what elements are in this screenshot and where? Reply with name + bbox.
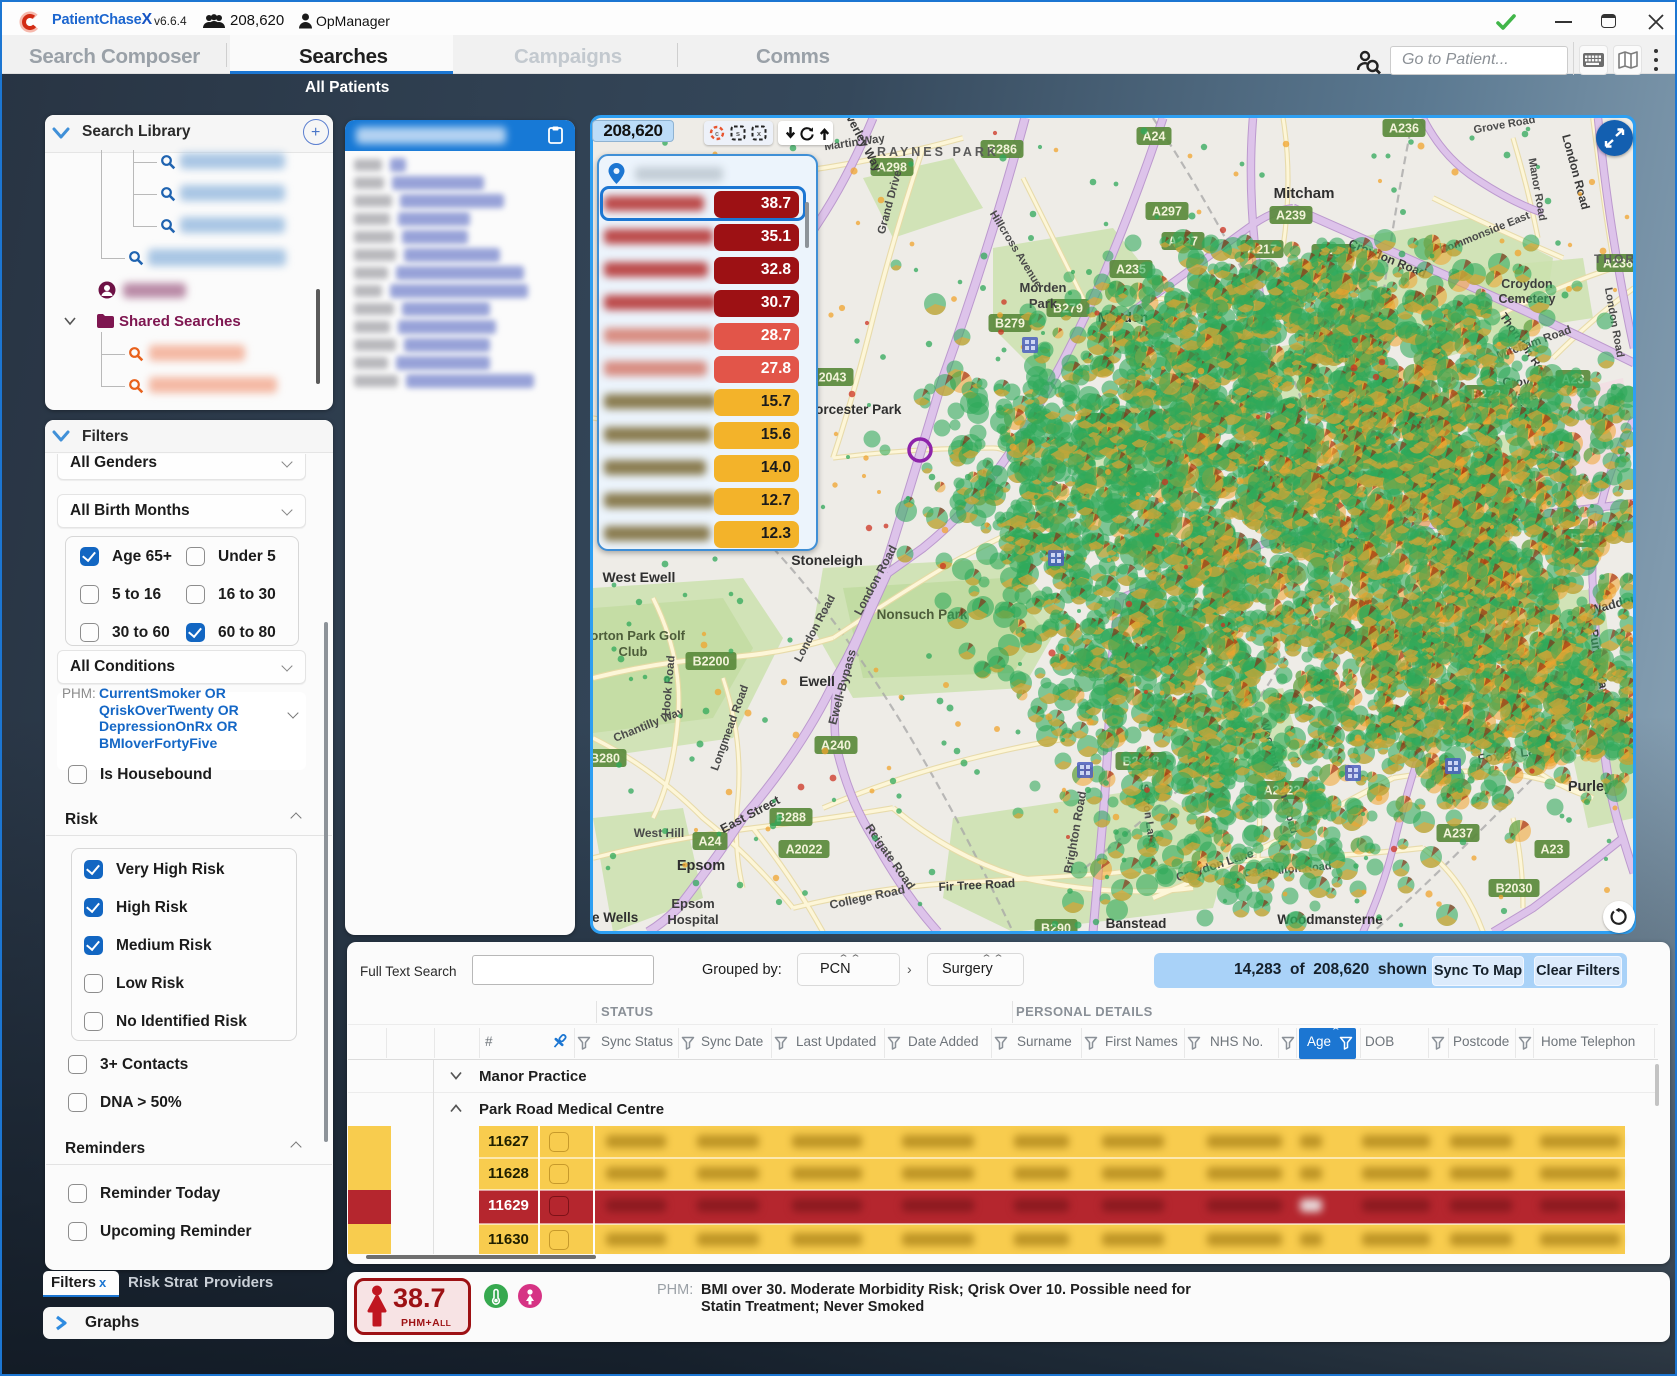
svg-text:West Hill: West Hill bbox=[634, 826, 684, 840]
svg-text:A237: A237 bbox=[1443, 827, 1473, 841]
svg-text:Reigate Road: Reigate Road bbox=[863, 821, 918, 892]
svg-text:Horton Park Golf: Horton Park Golf bbox=[593, 628, 686, 643]
svg-text:A239: A239 bbox=[1276, 209, 1306, 223]
svg-text:THORNT: THORNT bbox=[1594, 252, 1633, 266]
svg-text:x: x bbox=[757, 129, 762, 138]
svg-text:c: c bbox=[715, 131, 719, 138]
svg-text:RAYNES PARK: RAYNES PARK bbox=[877, 145, 999, 159]
svg-text:West Ewell: West Ewell bbox=[603, 569, 676, 585]
svg-text:Epsom: Epsom bbox=[671, 896, 714, 911]
svg-text:Mitcham: Mitcham bbox=[1274, 185, 1335, 202]
svg-text:College Road: College Road bbox=[828, 882, 906, 912]
svg-text:s: s bbox=[736, 129, 740, 138]
svg-text:Ewell: Ewell bbox=[799, 673, 835, 689]
svg-text:A24: A24 bbox=[699, 835, 722, 849]
svg-text:B279: B279 bbox=[995, 317, 1025, 331]
svg-text:Stoneleigh: Stoneleigh bbox=[791, 552, 863, 568]
svg-text:London Road: London Road bbox=[1559, 133, 1593, 211]
svg-text:A2022: A2022 bbox=[786, 843, 823, 857]
svg-text:B280: B280 bbox=[593, 752, 620, 766]
svg-text:Hospital: Hospital bbox=[667, 912, 718, 927]
svg-text:A23: A23 bbox=[1541, 843, 1564, 857]
svg-text:B2200: B2200 bbox=[693, 655, 730, 669]
svg-text:he Wells: he Wells bbox=[593, 910, 638, 925]
svg-text:A236: A236 bbox=[1389, 122, 1419, 136]
svg-text:B2030: B2030 bbox=[1496, 882, 1533, 896]
